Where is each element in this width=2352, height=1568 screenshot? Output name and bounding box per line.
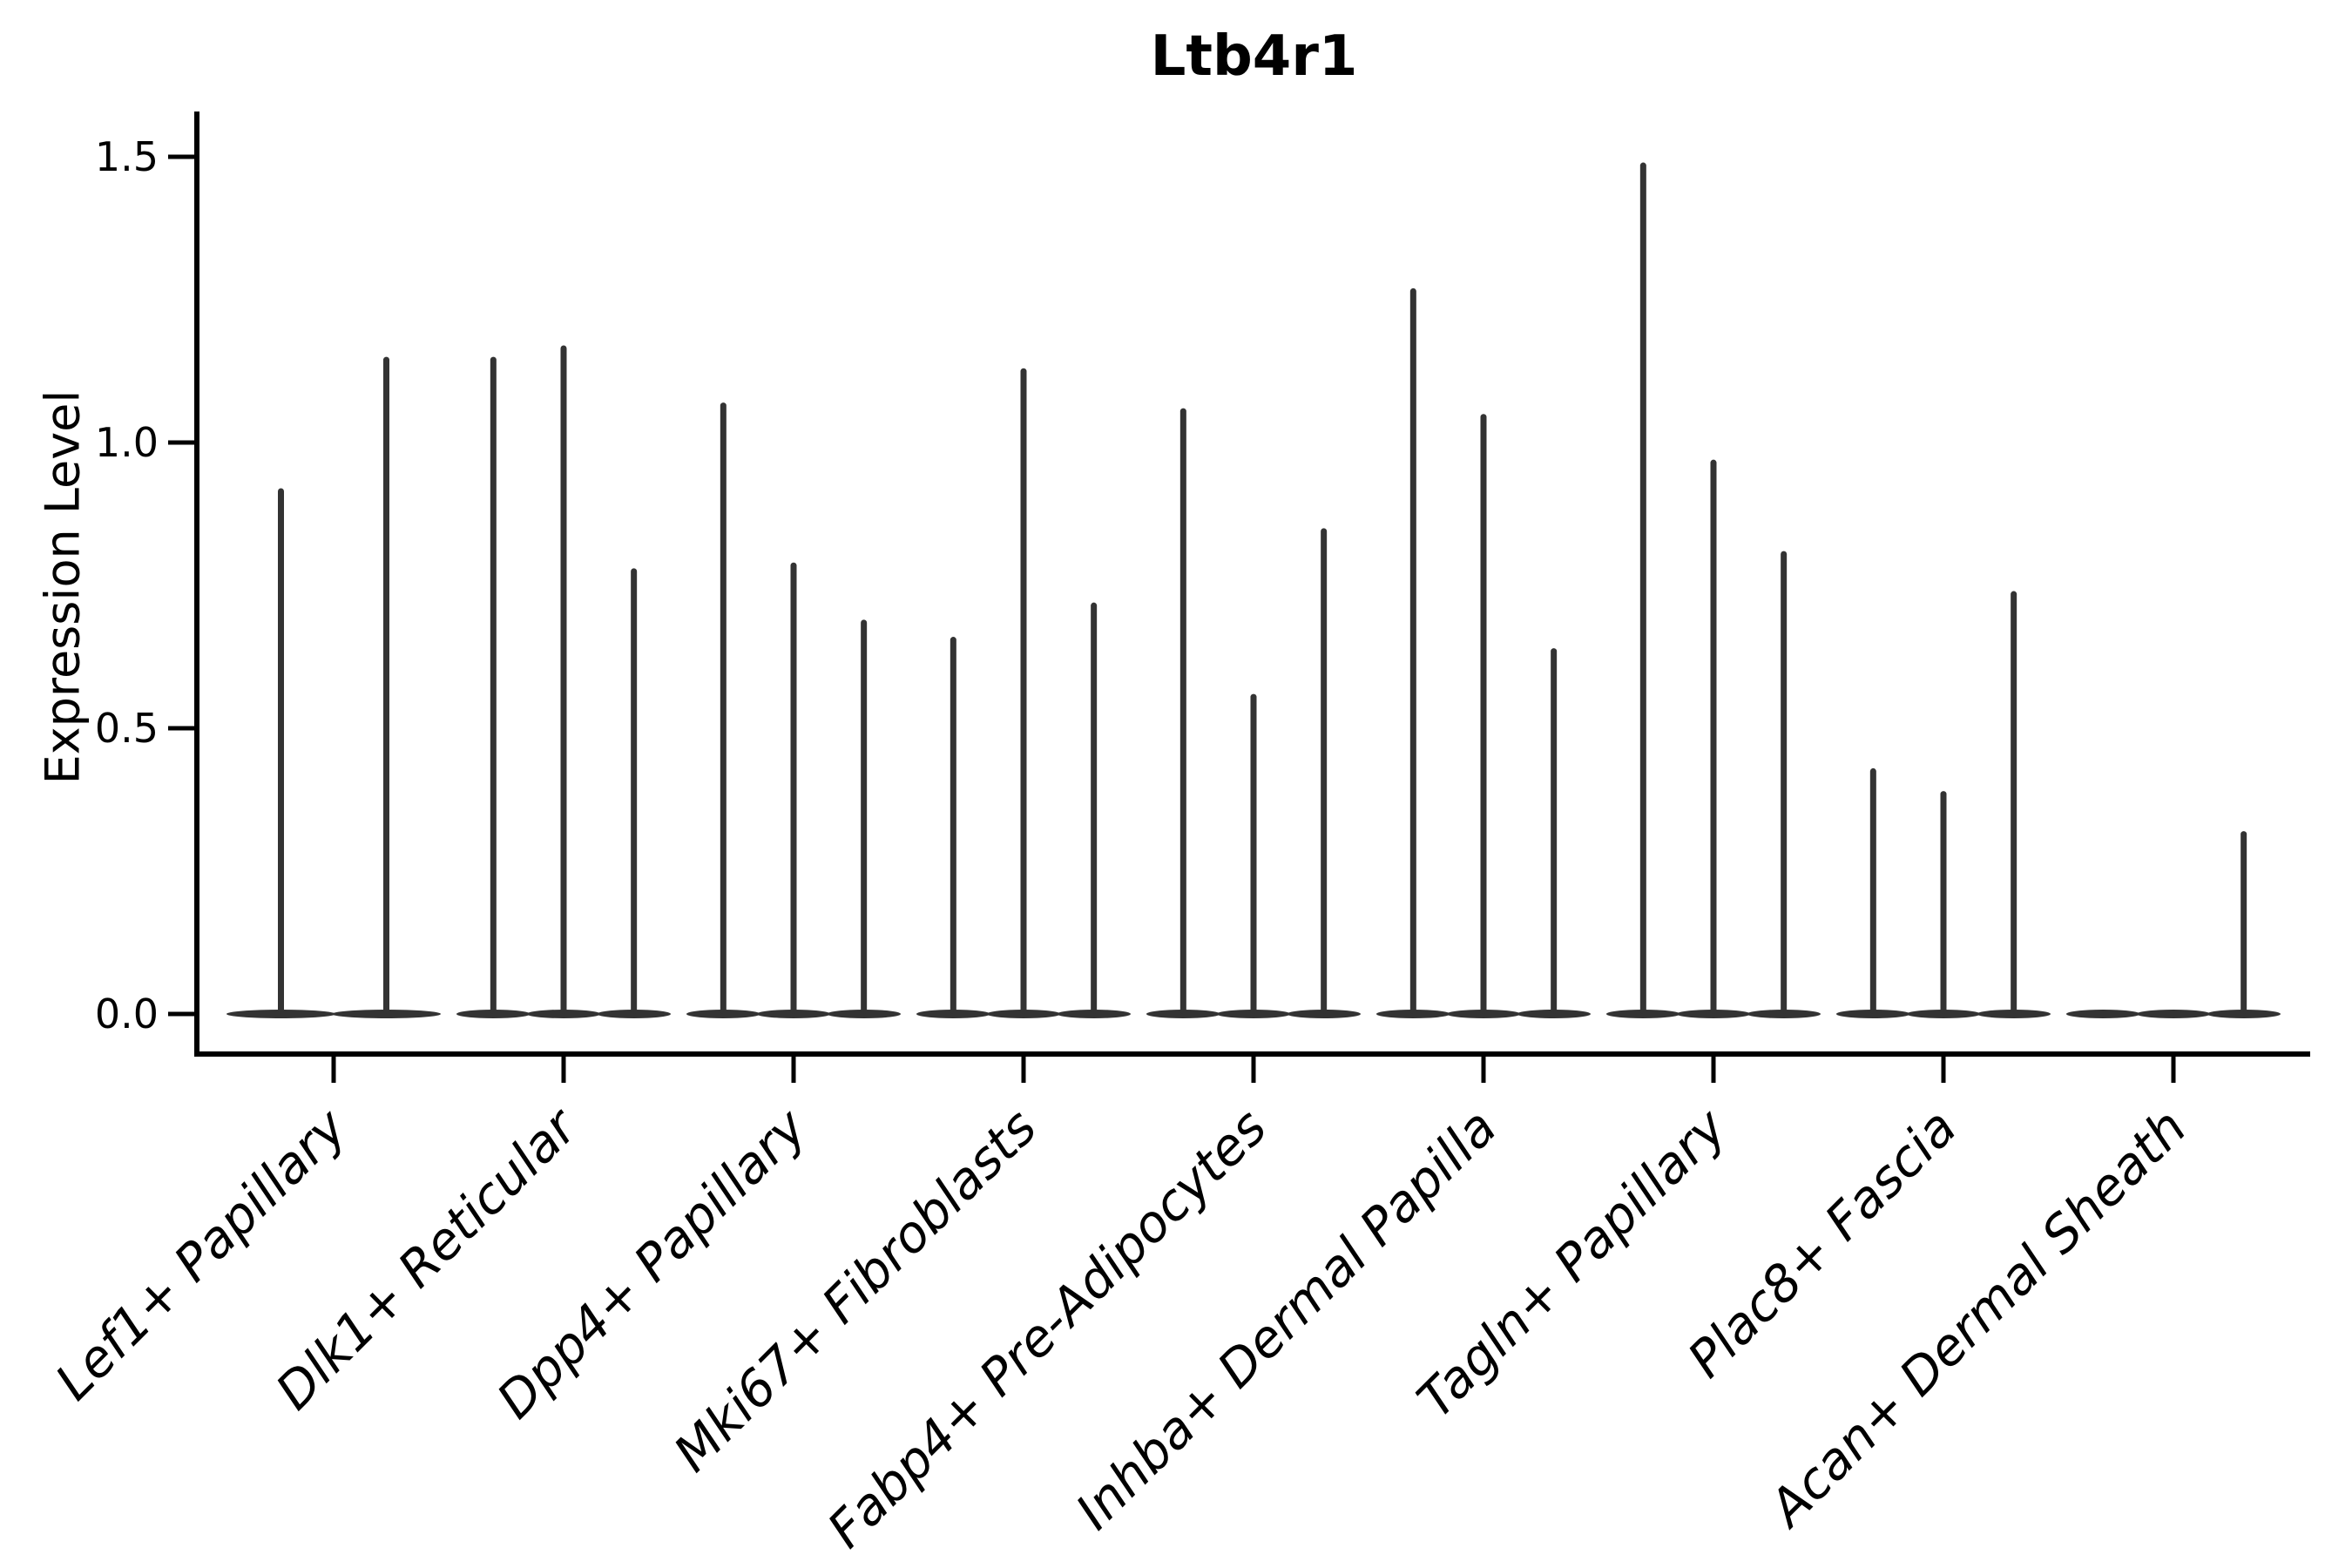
violin-base	[1747, 1010, 1821, 1018]
violin-spike	[1409, 287, 1416, 1014]
violin-spike	[1020, 368, 1027, 1015]
x-tick	[1711, 1057, 1716, 1083]
violin-base	[597, 1010, 672, 1018]
x-tick	[1941, 1057, 1946, 1083]
violin-base	[1836, 1010, 1910, 1018]
y-tick	[168, 726, 194, 731]
y-tick	[168, 1011, 194, 1017]
violin-spike	[278, 488, 284, 1014]
violin-base	[1287, 1010, 1361, 1018]
violin-base	[2066, 1010, 2140, 1018]
y-tick-label: 0.0	[95, 990, 159, 1037]
violin-spike	[1480, 414, 1487, 1014]
x-tick	[791, 1057, 796, 1083]
violin-spike	[1710, 459, 1717, 1014]
violin-spike	[2240, 831, 2247, 1014]
y-axis-spine	[194, 112, 199, 1057]
violin-spike	[1250, 693, 1257, 1014]
violin-spike	[790, 562, 797, 1014]
violin-spike	[1781, 551, 1788, 1014]
violin-spike	[1940, 791, 1947, 1014]
violin-spike	[1321, 528, 1328, 1014]
violin-spike	[631, 568, 638, 1014]
violin-base	[2207, 1010, 2281, 1018]
violin-base	[1057, 1010, 1131, 1018]
y-tick-label: 0.5	[95, 705, 159, 752]
violin-base	[2136, 1010, 2211, 1018]
y-tick	[168, 154, 194, 159]
violin-spike	[2011, 591, 2017, 1014]
violin-base	[1146, 1010, 1220, 1018]
x-tick	[331, 1057, 336, 1083]
x-tick-label: Acan+ Dermal Sheath	[1755, 1098, 2198, 1540]
violin-spike	[490, 356, 497, 1015]
violin-spike	[1869, 767, 1876, 1014]
x-tick-label: Inhba+ Dermal Papilla	[1064, 1098, 1508, 1541]
violin-base	[1376, 1010, 1450, 1018]
y-axis-title: Expression Level	[35, 389, 91, 785]
violin-base	[686, 1010, 760, 1018]
x-tick	[1481, 1057, 1486, 1083]
violin-base	[1977, 1010, 2051, 1018]
y-tick	[168, 440, 194, 445]
violin-spike	[720, 402, 727, 1015]
violin-spike	[1179, 408, 1186, 1014]
y-tick-label: 1.5	[95, 133, 159, 180]
x-tick	[1021, 1057, 1026, 1083]
x-axis-spine	[194, 1051, 2310, 1057]
violin-base	[1606, 1010, 1680, 1018]
x-tick	[1251, 1057, 1256, 1083]
violin-spike	[1091, 602, 1098, 1014]
violin-spike	[560, 345, 567, 1015]
x-tick-label: Fabp4+ Pre-Adipocytes	[816, 1098, 1278, 1559]
violin-spike	[1551, 648, 1558, 1014]
violin-base	[1517, 1010, 1591, 1018]
violin-spike	[383, 356, 389, 1015]
x-tick	[2171, 1057, 2176, 1083]
y-tick-label: 1.0	[95, 419, 159, 466]
violin-base	[916, 1010, 990, 1018]
violin-spike	[950, 637, 956, 1014]
violin-base	[456, 1010, 531, 1018]
violin-spike	[861, 619, 868, 1014]
violin-spike	[1639, 162, 1646, 1014]
x-tick	[561, 1057, 566, 1083]
chart-title: Ltb4r1	[1150, 24, 1358, 89]
